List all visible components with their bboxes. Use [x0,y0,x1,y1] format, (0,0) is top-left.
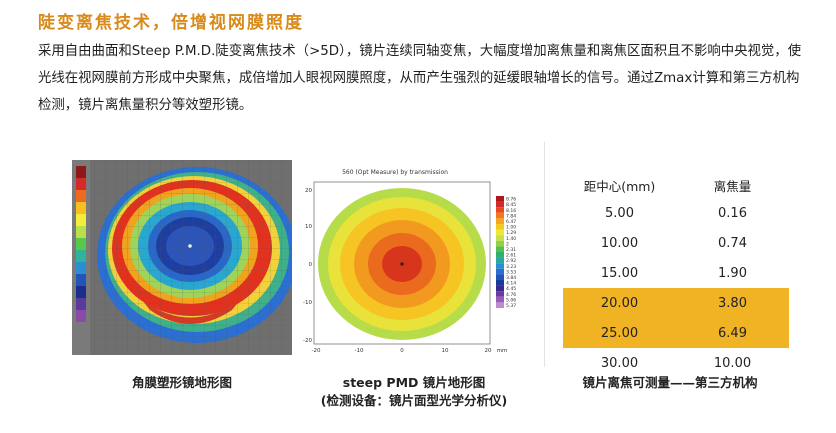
legend-label: 3.84 [506,275,516,281]
table-row: 15.00 1.90 [563,258,789,288]
y-tick: -10 [303,300,312,306]
distance-cell: 30.00 [600,355,639,371]
defocus-cell: 3.80 [676,288,789,318]
legend-swatch [496,280,504,286]
distance-cell: 5.00 [605,205,634,221]
figure1-caption: 角膜塑形镜地形图 [131,375,232,390]
legend-swatch [496,246,504,252]
table-row: 5.00 0.16 [563,198,789,228]
legend-swatch [496,196,504,202]
legend-label: 3.53 [506,269,516,275]
table-row: 25.00 6.49 [563,318,789,348]
legend-swatch [496,212,504,219]
table-row: 10.00 0.74 [563,228,789,258]
legend-label: 1.29 [506,230,516,236]
legend-label: 3.23 [506,264,516,270]
legend-swatch [496,240,504,247]
legend-label: 2.92 [506,258,516,264]
legend-label: 4.76 [506,292,516,298]
legend-swatch [496,274,504,280]
legend-label: 6.47 [506,219,516,225]
legend-label: 2 [506,241,509,247]
x-tick: 0 [400,348,404,354]
legend-swatch [496,235,504,241]
legend-swatch [496,302,504,308]
distance-cell: 15.00 [600,265,639,281]
legend-swatch [496,207,504,213]
figure2-subcaption: (检测设备：镜片面型光学分析仪) [320,393,508,408]
distance-cell: 20.00 [563,288,676,318]
x-tick: -20 [312,348,321,354]
legend-label: 1.40 [506,236,516,242]
defocus-cell: 10.00 [713,355,752,371]
y-tick: 20 [305,188,312,194]
legend-swatch [496,218,504,224]
legend-label: 4.45 [506,286,516,292]
page-title: 陡变离焦技术，倍增视网膜照度 [38,13,304,33]
legend-swatch [496,257,504,264]
defocus-table: 距中心(mm) 离焦量 5.00 0.16 10.00 0.74 15.00 1.90 20… [563,172,789,378]
chart-title: 560 (Opt Measure) by transmission [342,169,448,176]
legend-swatch [496,229,504,236]
x-tick: 10 [442,348,449,354]
header-distance: 距中心(mm) [583,178,656,194]
distance-cell: 25.00 [563,318,676,348]
y-tick: -20 [303,338,312,344]
legend-label: 2.61 [506,253,516,259]
legend-label: 4.14 [506,281,516,287]
legend-swatch [496,296,504,303]
defocus-cell: 0.74 [718,235,747,251]
legend-swatch [496,291,504,297]
y-tick: 0 [309,262,313,268]
defocus-cell: 0.16 [718,205,747,221]
figure3-caption: 镜片离焦可测量——第三方机构 [582,375,758,390]
legend-swatch [496,263,504,269]
x-tick: 20 [485,348,492,354]
legend-swatch [496,224,504,230]
legend-label: 8.16 [506,208,516,214]
header-defocus: 离焦量 [713,178,752,194]
legend-swatch [496,201,504,208]
legend-label: 5.06 [506,297,516,303]
description-paragraph: 采用自由曲面和Steep P.M.D.陡变离焦技术（>5D），镜片连续同轴变焦，… [38,44,802,113]
table-row: 30.00 10.00 [563,348,789,378]
legend-swatch [496,268,504,275]
defocus-table-panel: 距中心(mm) 离焦量 5.00 0.16 10.00 0.74 15.00 1.90 20… [544,142,797,371]
legend-label: 2.31 [506,247,516,253]
figure2-caption: steep PMD 镜片地形图 [342,375,486,390]
legend-swatch [496,252,504,258]
x-tick: -10 [355,348,364,354]
legend-label: 8.45 [506,202,516,208]
corneal-topography-image [72,160,292,355]
legend-label: 7.84 [506,213,516,219]
distance-cell: 10.00 [600,235,639,251]
table-row: 20.00 3.80 [563,288,789,318]
legend-label: 1.00 [506,225,516,231]
legend-label: 8.76 [506,197,516,203]
x-unit: mm [497,348,508,354]
pmd-topography-chart: 560 (Opt Measure) by transmission -20 -1… [300,164,528,360]
defocus-cell: 6.49 [676,318,789,348]
defocus-cell: 1.90 [718,265,747,281]
legend-label: 5.37 [506,303,516,309]
y-tick: 10 [305,224,312,230]
legend-swatch [496,285,504,292]
